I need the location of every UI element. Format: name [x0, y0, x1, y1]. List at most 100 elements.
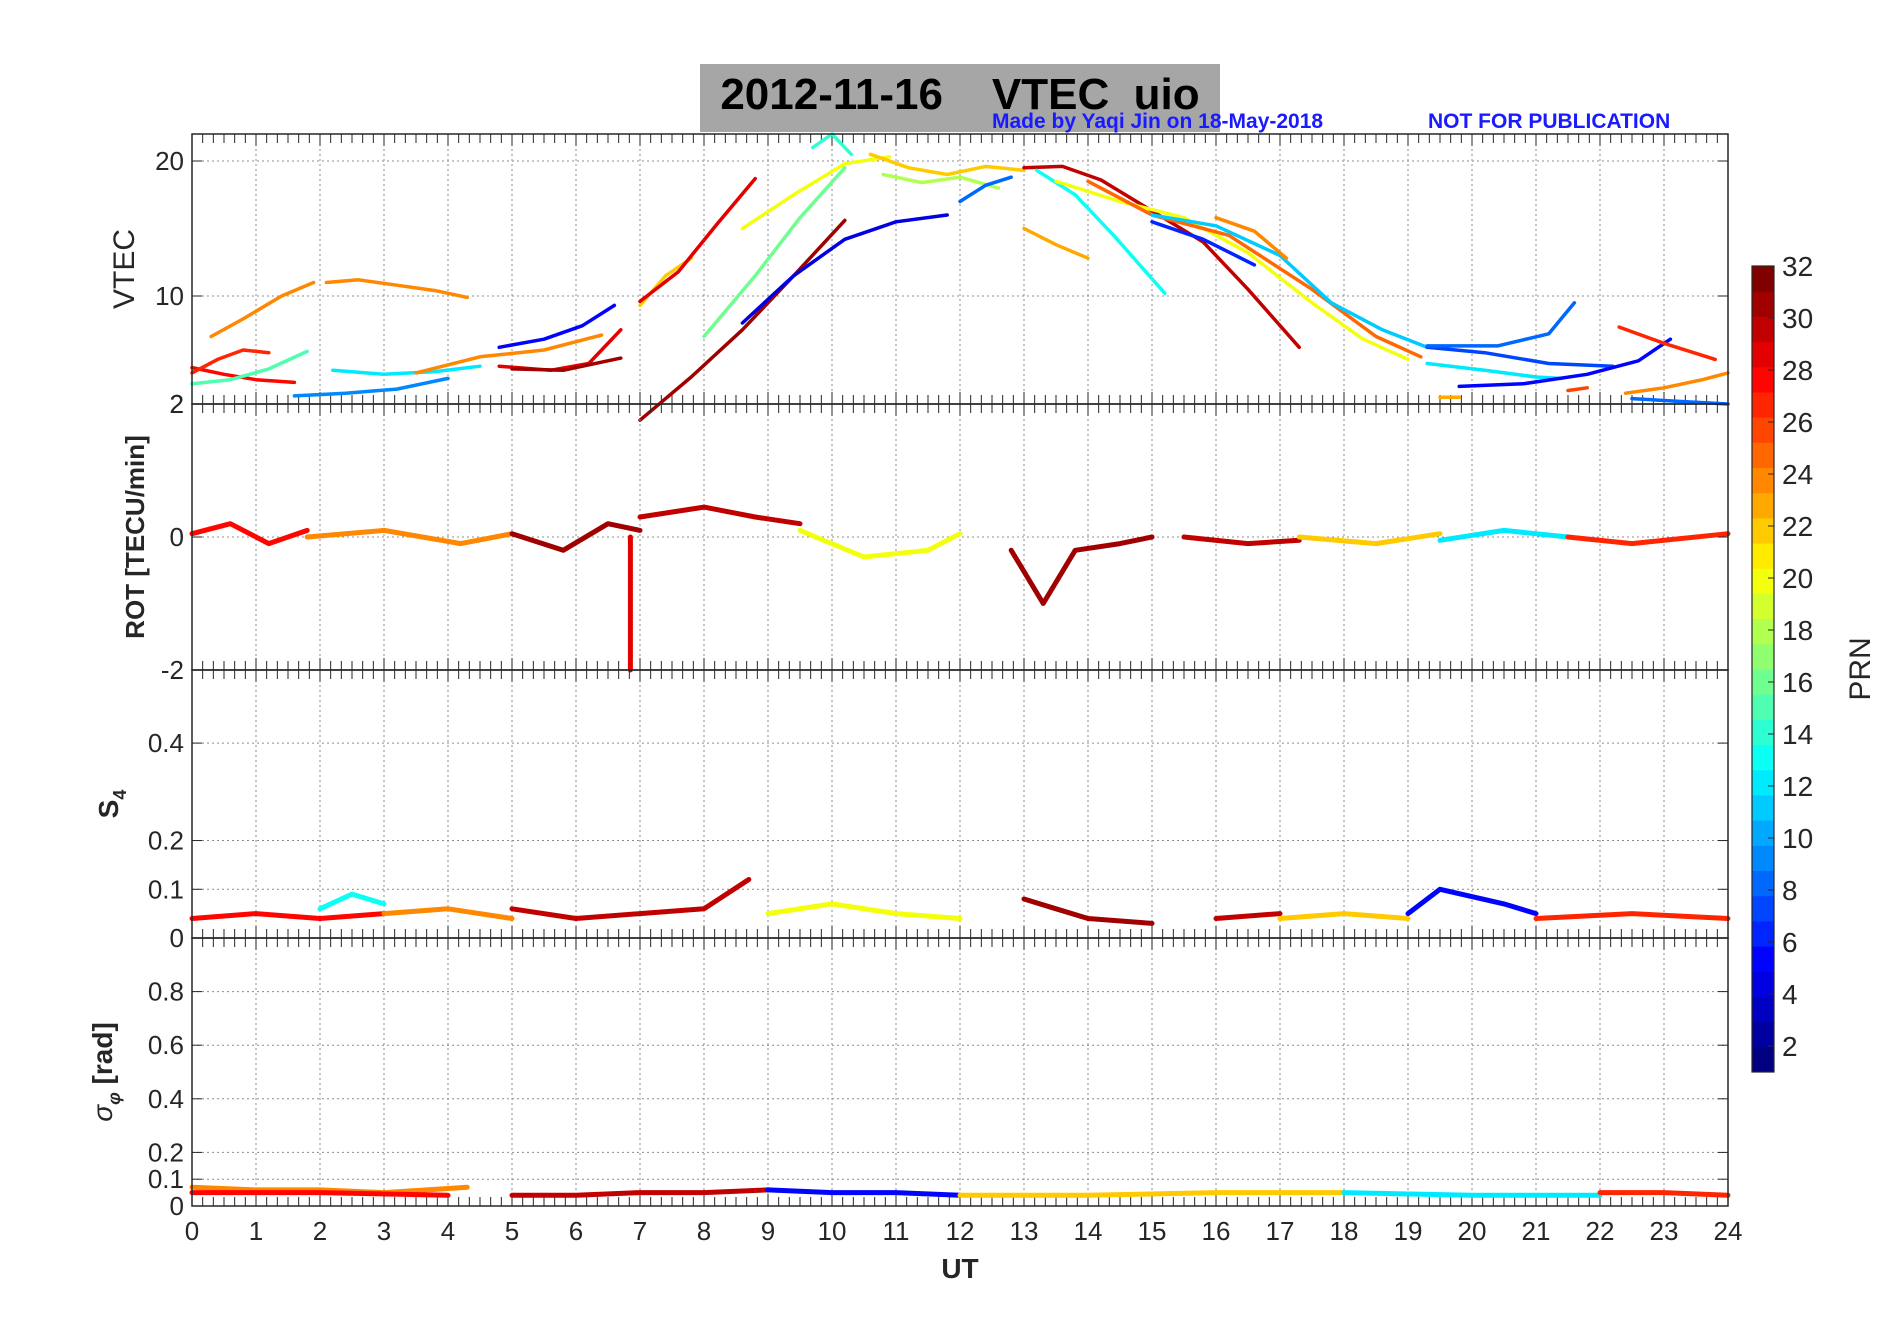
xtick-label-6: 6 — [569, 1216, 583, 1246]
xtick-label-9: 9 — [761, 1216, 775, 1246]
vtec-series-12 — [638, 176, 757, 304]
colorbar-segment-12 — [1752, 769, 1774, 796]
colorbar-label: PRN — [1844, 637, 1877, 700]
figure-title: 2012-11-16 VTEC uio — [720, 70, 1200, 119]
colorbar-segment-10 — [1752, 820, 1774, 846]
colorbar-tick-label-2: 2 — [1782, 1031, 1798, 1062]
sigma_phi-ylabel: σφ [rad] — [87, 1022, 124, 1122]
colorbar-tick-label-30: 30 — [1782, 303, 1813, 334]
vtec-series-6 — [292, 376, 450, 398]
xtick-label-23: 23 — [1650, 1216, 1679, 1246]
rot-ytick-label-2: 2 — [170, 389, 184, 419]
colorbar-frame — [1751, 265, 1775, 1073]
vtec-series-21 — [1022, 226, 1090, 260]
rot-series-7 — [1181, 534, 1302, 547]
vtec-series-0 — [209, 280, 316, 339]
sigma_phi-ytick-label-3: 0.4 — [148, 1084, 184, 1114]
xtick-label-5: 5 — [505, 1216, 519, 1246]
colorbar-segment-7 — [1752, 895, 1774, 922]
xtick-label-18: 18 — [1330, 1216, 1359, 1246]
vtec-series-30 — [1425, 361, 1564, 381]
vtec-series-27 — [1150, 220, 1257, 267]
colorbar-segment-17 — [1752, 643, 1774, 670]
vtec-series-4 — [190, 349, 309, 386]
vtec-series-13 — [638, 218, 847, 422]
vtec-ytick-label-0: 2 — [170, 389, 184, 419]
sigma_phi-series-3 — [765, 1187, 963, 1198]
colorbar-segment-18 — [1752, 618, 1774, 645]
s4-series-3 — [509, 877, 752, 921]
colorbar-tick-label-8: 8 — [1782, 875, 1798, 906]
xtick-label-14: 14 — [1074, 1216, 1103, 1246]
sigma_phi-ytick-label-5: 0.8 — [148, 977, 184, 1007]
vtec-series-19 — [881, 172, 1001, 190]
rot-series-10 — [1565, 531, 1731, 547]
s4-ytick-label-3: 0.4 — [148, 728, 184, 758]
colorbar-segment-25 — [1752, 442, 1774, 468]
xtick-label-10: 10 — [818, 1216, 847, 1246]
sigma_phi-series-1 — [189, 1190, 451, 1198]
vtec-series-34 — [1623, 371, 1730, 395]
colorbar-tick-label-24: 24 — [1782, 459, 1813, 490]
s4-series-6 — [1213, 911, 1283, 921]
colorbar-segment-14 — [1752, 719, 1774, 746]
rot-series-4 — [637, 504, 803, 527]
vtec-ytick-label-2: 20 — [155, 146, 184, 176]
colorbar-segment-21 — [1752, 543, 1774, 569]
vtec-series-32 — [1457, 337, 1673, 389]
xtick-label-15: 15 — [1138, 1216, 1167, 1246]
s4-series-0 — [189, 911, 387, 921]
sigma_phi-series-0 — [189, 1184, 470, 1196]
vtec-series-20 — [958, 175, 1013, 204]
colorbar-segment-3 — [1752, 996, 1774, 1023]
rot-ylabel: ROT [TECU/min] — [120, 435, 150, 639]
sigma_phi-series-2 — [509, 1187, 771, 1198]
vtec-series-33 — [1617, 325, 1717, 362]
colorbar-segment-23 — [1752, 492, 1774, 519]
colorbar-tick-label-22: 22 — [1782, 511, 1813, 542]
colorbar-tick-label-4: 4 — [1782, 979, 1798, 1010]
xtick-label-11: 11 — [883, 1216, 910, 1246]
sigma_phi-series-6 — [1597, 1190, 1731, 1198]
xtick-label-16: 16 — [1202, 1216, 1231, 1246]
rot-series-5 — [797, 527, 963, 560]
s4-ylabel: S4 — [93, 790, 130, 819]
colorbar-segment-2 — [1752, 1021, 1774, 1048]
colorbar-segment-15 — [1752, 694, 1774, 720]
colorbar-tick-label-12: 12 — [1782, 771, 1813, 802]
vtec-ytick-label-1: 10 — [155, 281, 184, 311]
rot-series-2 — [509, 521, 643, 553]
colorbar-segment-19 — [1752, 593, 1774, 620]
vtec-series-15 — [740, 155, 892, 231]
xtick-label-8: 8 — [697, 1216, 711, 1246]
xtick-label-17: 17 — [1266, 1216, 1295, 1246]
sigma_phi-axes-box — [191, 937, 1729, 1207]
colorbar-tick-label-10: 10 — [1782, 823, 1813, 854]
colorbar-segment-26 — [1752, 417, 1774, 443]
colorbar-segment-8 — [1752, 870, 1774, 897]
xtick-label-7: 7 — [633, 1216, 647, 1246]
colorbar-segment-28 — [1752, 366, 1774, 393]
colorbar-segment-1 — [1752, 1046, 1774, 1073]
colorbar-tick-label-32: 32 — [1782, 251, 1813, 282]
colorbar-tick-label-6: 6 — [1782, 927, 1798, 958]
title-background — [700, 64, 1220, 132]
colorbar-segment-32 — [1752, 266, 1774, 292]
vtec-series-26 — [1150, 213, 1429, 350]
colorbar-tick-label-14: 14 — [1782, 719, 1813, 750]
vtec-series-29 — [1425, 345, 1615, 368]
xtick-label-13: 13 — [1010, 1216, 1039, 1246]
colorbar-segment-30 — [1752, 316, 1774, 343]
xtick-label-21: 21 — [1522, 1216, 1551, 1246]
s4-series-1 — [317, 891, 387, 912]
s4-series-8 — [1405, 886, 1539, 917]
rot-series-0 — [189, 521, 310, 547]
colorbar-segment-27 — [1752, 391, 1774, 418]
vtec-series-16 — [740, 213, 949, 325]
colorbar-segment-29 — [1752, 341, 1774, 368]
vtec-series-24 — [1054, 179, 1410, 362]
xtick-label-19: 19 — [1394, 1216, 1423, 1246]
colorbar-segment-11 — [1752, 794, 1774, 821]
colorbar-segment-22 — [1752, 517, 1774, 544]
